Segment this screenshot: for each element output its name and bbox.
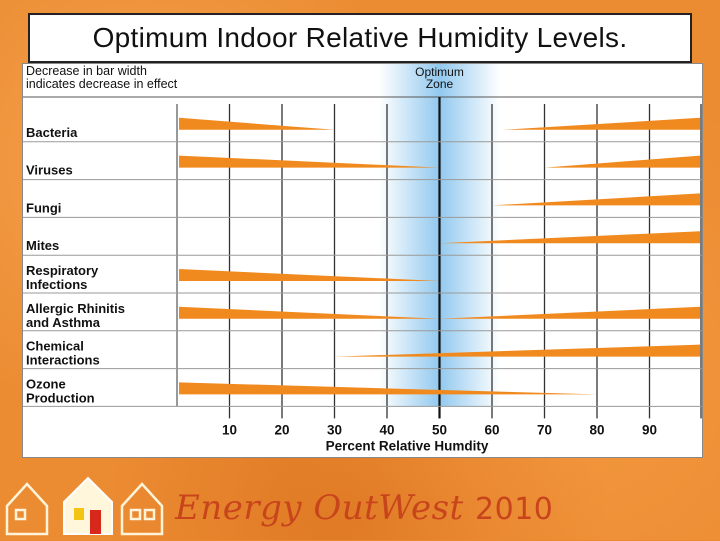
x-tick-label: 80 [589, 422, 604, 437]
category-label: Infections [26, 277, 87, 292]
left-effect-wedge [179, 117, 335, 130]
page-title: Optimum Indoor Relative Humidity Levels. [92, 22, 628, 53]
category-label: Mites [26, 238, 59, 253]
legend-note-line: Decrease in bar width [26, 64, 147, 78]
left-effect-wedge [179, 306, 440, 319]
title-box: Optimum Indoor Relative Humidity Levels. [28, 13, 692, 63]
chart-panel: Decrease in bar width indicates decrease … [22, 63, 703, 458]
left-effect-wedge [179, 269, 440, 281]
right-effect-wedge [439, 231, 700, 244]
x-tick-label: 90 [642, 422, 657, 437]
x-tick-label: 30 [327, 422, 342, 437]
right-effect-wedge [544, 155, 700, 168]
category-label: Allergic Rhinitis [26, 301, 125, 316]
category-label: Interactions [26, 353, 100, 368]
footer-brand-year: 2010 [475, 492, 554, 527]
right-effect-wedge [439, 306, 700, 319]
category-label: and Asthma [26, 315, 101, 330]
category-label: Production [26, 390, 95, 405]
x-tick-label: 60 [484, 422, 499, 437]
x-axis-label: Percent Relative Humdity [326, 438, 489, 453]
right-effect-wedge [492, 193, 700, 206]
category-label: Bacteria [26, 125, 78, 140]
category-label: Chemical [26, 339, 84, 354]
x-tick-label: 20 [274, 422, 289, 437]
x-tick-label: 50 [432, 422, 447, 437]
category-label: Respiratory [26, 263, 99, 278]
footer-brand: Energy OutWest 2010 [175, 488, 553, 528]
optimum-zone-label: Optimum [415, 65, 464, 79]
left-effect-wedge [179, 155, 440, 168]
footer-brand-name: Energy OutWest [175, 488, 464, 528]
x-tick-label: 40 [379, 422, 394, 437]
category-label: Fungi [26, 200, 61, 215]
left-effect-wedge [179, 382, 597, 395]
x-tick-label: 10 [222, 422, 237, 437]
optimum-zone-label: Zone [426, 77, 454, 91]
houses-logo-icon [2, 466, 172, 541]
right-effect-wedge [502, 117, 700, 130]
legend-note-line: indicates decrease in effect [26, 77, 178, 91]
x-tick-label: 70 [537, 422, 552, 437]
right-effect-wedge [334, 344, 700, 357]
category-label: Ozone [26, 376, 66, 391]
category-label: Viruses [26, 163, 73, 178]
